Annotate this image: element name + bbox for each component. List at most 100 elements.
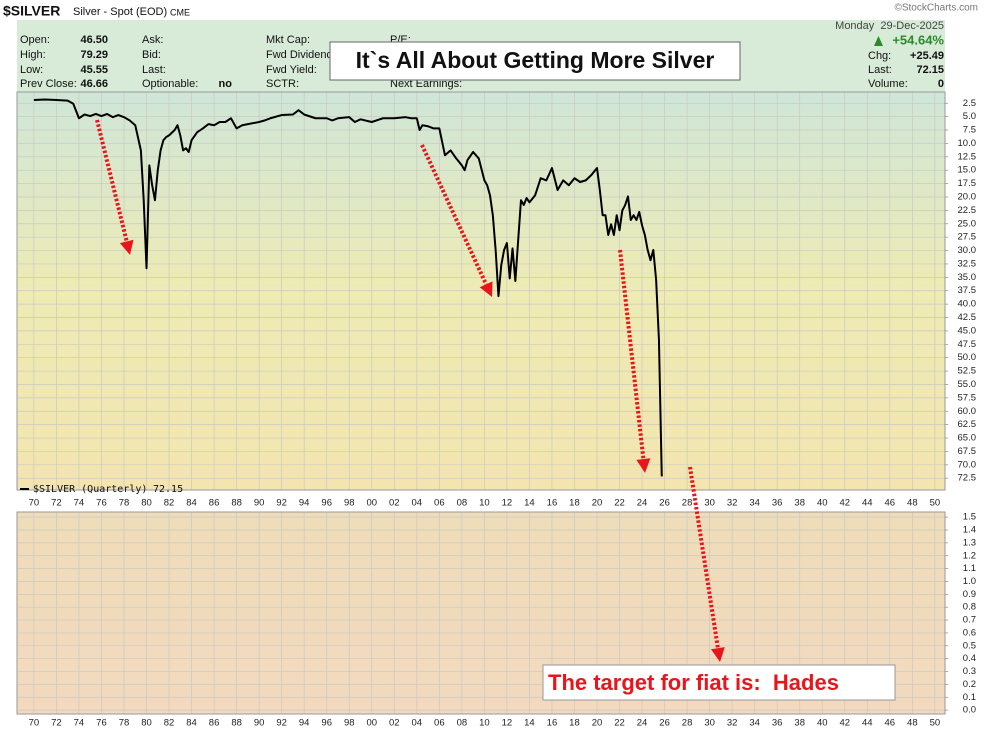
field-label: Prev Close:	[20, 78, 77, 90]
x-tick-label: 86	[209, 718, 220, 729]
x-tick-label: 44	[862, 718, 873, 729]
x-tick-label: 70	[29, 718, 40, 729]
x-tick-label: 08	[457, 498, 468, 509]
y-tick-label: 55.0	[958, 379, 977, 390]
x-tick-label: 20	[592, 498, 603, 509]
x-tick-label: 28	[682, 498, 693, 509]
y-tick-label: 0.7	[963, 615, 976, 626]
field-label: Low:	[20, 64, 43, 76]
y-tick-label: 52.5	[958, 366, 977, 377]
field-label: Fwd Dividend	[266, 49, 333, 61]
legend-value: 72.15	[153, 484, 183, 495]
y-tick-label: 0.4	[963, 653, 976, 664]
arrows	[95, 119, 720, 649]
x-tick-label: 92	[276, 498, 287, 509]
x-tick-label: 84	[186, 718, 197, 729]
arrow-heads	[119, 239, 725, 662]
up-arrow	[874, 36, 883, 46]
x-tick-label: 82	[164, 718, 175, 729]
field-label: Volume:	[868, 78, 908, 90]
x-tick-label: 18	[569, 498, 580, 509]
y-tick-label: 1.0	[963, 576, 976, 587]
y-tick-label: 70.0	[958, 459, 977, 470]
x-tick-label: 90	[254, 718, 265, 729]
field-label: Optionable:	[142, 78, 198, 90]
y-tick-label: 1.4	[963, 525, 976, 536]
plot-frame	[16, 511, 946, 715]
field-value: 46.66	[80, 78, 108, 90]
y-tick-label: 40.0	[958, 299, 977, 310]
x-tick-label: 96	[321, 498, 332, 509]
y-tick-label: 0.2	[963, 679, 976, 690]
x-tick-label: 72	[51, 718, 62, 729]
annotation: The target for fiat is: Hades	[548, 670, 839, 695]
x-tick-label: 40	[817, 498, 828, 509]
field-label: High:	[20, 49, 46, 61]
legend-label: $SILVER (Quarterly)	[33, 484, 147, 495]
x-tick-label: 14	[524, 498, 535, 509]
x-tick-label: 26	[659, 718, 670, 729]
y-tick-label: 67.5	[958, 446, 977, 457]
x-tick-label: 36	[772, 498, 783, 509]
y-tick-label: 45.0	[958, 325, 977, 336]
field-label: Last:	[868, 64, 892, 76]
y-tick-label: 12.5	[958, 151, 977, 162]
x-tick-label: 38	[794, 718, 805, 729]
y-tick-label: 1.3	[963, 537, 976, 548]
y-tick-label: 20.0	[958, 192, 977, 203]
field-label: Open:	[20, 34, 50, 46]
x-tick-label: 82	[164, 498, 175, 509]
x-tick-label: 14	[524, 718, 535, 729]
x-tick-label: 48	[907, 718, 918, 729]
y-tick-label: 50.0	[958, 352, 977, 363]
y-tick-label: 0.8	[963, 602, 976, 613]
x-tick-label: 78	[119, 498, 130, 509]
y-tick-label: 47.5	[958, 339, 977, 350]
x-tick-label: 04	[412, 718, 423, 729]
arrow-shaft	[95, 119, 129, 242]
y-tick-label: 7.5	[963, 125, 976, 136]
y-tick-label: 42.5	[958, 312, 977, 323]
x-tick-label: 22	[614, 718, 625, 729]
field-value: 79.29	[80, 49, 108, 61]
y-tick-label: 15.0	[958, 165, 977, 176]
field-label: Mkt Cap:	[266, 34, 310, 46]
x-tick-label: 24	[637, 498, 648, 509]
x-tick-label: 72	[51, 498, 62, 509]
y-tick-label: 5.0	[963, 111, 976, 122]
x-tick-label: 44	[862, 498, 873, 509]
x-tick-label: 84	[186, 498, 197, 509]
x-tick-label: 16	[547, 498, 558, 509]
x-tick-label: 88	[231, 718, 242, 729]
x-tick-label: 42	[839, 498, 850, 509]
x-tick-label: 50	[930, 718, 941, 729]
field-value: no	[219, 78, 233, 90]
field-value: 72.15	[916, 64, 944, 76]
y-tick-label: 0.6	[963, 627, 976, 638]
x-tick-label: 88	[231, 498, 242, 509]
y-tick-label: 25.0	[958, 218, 977, 229]
x-tick-label: 70	[29, 498, 40, 509]
annotation-box	[542, 664, 896, 701]
x-tick-label: 12	[502, 718, 513, 729]
watermark: ©StockCharts.com	[894, 3, 978, 14]
exchange: CME	[170, 7, 190, 17]
x-tick-label: 10	[479, 498, 490, 509]
field-value: +25.49	[910, 50, 944, 62]
field-label: Last:	[142, 64, 166, 76]
y-tick-label: 10.0	[958, 138, 977, 149]
x-tick-label: 04	[412, 498, 423, 509]
x-tick-label: 92	[276, 718, 287, 729]
y-tick-label: 35.0	[958, 272, 977, 283]
x-tick-label: 94	[299, 718, 310, 729]
x-tick-label: 78	[119, 718, 130, 729]
y-tick-label: 0.0	[963, 705, 976, 716]
x-tick-label: 06	[434, 718, 445, 729]
title-box	[329, 41, 741, 81]
x-tick-label: 26	[659, 498, 670, 509]
x-tick-label: 50	[930, 498, 941, 509]
y-tick-label: 72.5	[958, 473, 977, 484]
y-tick-label: 1.2	[963, 550, 976, 561]
x-tick-label: 36	[772, 718, 783, 729]
y-tick-label: 57.5	[958, 392, 977, 403]
